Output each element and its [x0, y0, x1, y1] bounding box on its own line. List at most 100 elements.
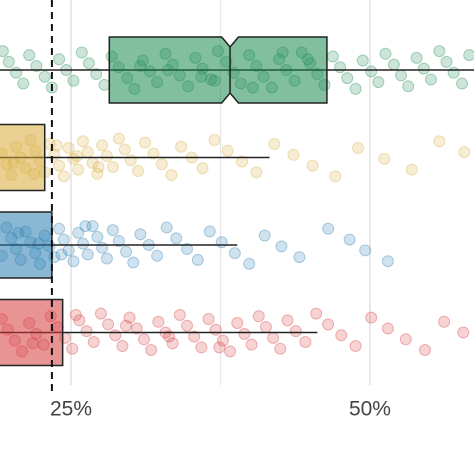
- data-point: [145, 344, 158, 357]
- data-point: [208, 133, 221, 146]
- data-point: [106, 224, 119, 237]
- x-tick-label: 50%: [349, 398, 391, 421]
- data-point: [381, 322, 394, 335]
- data-point: [53, 159, 66, 172]
- data-point: [155, 158, 168, 171]
- data-point: [62, 142, 75, 155]
- data-point: [86, 220, 99, 233]
- data-point: [91, 167, 104, 180]
- data-point: [259, 321, 272, 334]
- data-point: [90, 68, 103, 81]
- data-point: [147, 147, 160, 160]
- data-point: [203, 225, 216, 238]
- data-point: [76, 237, 89, 250]
- data-point: [100, 150, 113, 163]
- data-point: [274, 342, 287, 355]
- data-point: [112, 234, 125, 247]
- data-point: [231, 317, 244, 330]
- data-point: [120, 319, 133, 332]
- data-point: [438, 315, 451, 328]
- data-point: [91, 230, 104, 243]
- data-point: [365, 311, 378, 324]
- data-point: [202, 313, 215, 325]
- data-point: [293, 251, 306, 264]
- data-point: [67, 152, 80, 165]
- data-point: [181, 243, 194, 256]
- data-point: [173, 308, 186, 321]
- data-point: [243, 257, 256, 270]
- data-point: [433, 135, 446, 148]
- data-point: [418, 344, 431, 357]
- data-point: [195, 341, 208, 354]
- data-point: [134, 228, 147, 241]
- data-point: [96, 139, 109, 152]
- data-point: [379, 47, 392, 60]
- data-point: [82, 57, 95, 70]
- data-point: [109, 329, 122, 342]
- data-point: [191, 253, 204, 266]
- data-point: [67, 74, 80, 87]
- data-point: [399, 333, 412, 346]
- data-point: [395, 69, 408, 82]
- data-point: [372, 76, 385, 89]
- box: [108, 36, 328, 104]
- data-point: [127, 256, 140, 269]
- data-point: [310, 307, 323, 320]
- data-point: [196, 162, 209, 175]
- data-point: [100, 252, 113, 265]
- data-point: [289, 325, 302, 338]
- data-point: [112, 132, 125, 145]
- data-point: [124, 154, 137, 167]
- data-point: [67, 255, 80, 268]
- data-point: [131, 165, 144, 177]
- data-point: [433, 45, 446, 58]
- data-point: [440, 55, 453, 68]
- data-point: [245, 338, 258, 351]
- data-point: [224, 345, 237, 358]
- data-point: [30, 59, 43, 72]
- data-point: [152, 315, 165, 328]
- data-point: [55, 248, 68, 261]
- data-point: [80, 325, 93, 338]
- data-point: [236, 155, 249, 168]
- data-point: [356, 54, 369, 67]
- data-point: [281, 314, 294, 327]
- data-point: [216, 334, 229, 347]
- data-point: [72, 163, 85, 176]
- box: [0, 211, 53, 279]
- data-point: [175, 140, 188, 153]
- data-point: [417, 62, 430, 75]
- data-point: [53, 222, 66, 235]
- data-point: [10, 66, 23, 79]
- data-point: [170, 232, 183, 245]
- data-point: [120, 245, 133, 258]
- data-point: [151, 249, 164, 262]
- box: [0, 123, 46, 192]
- data-point: [102, 318, 115, 331]
- data-point: [410, 51, 423, 64]
- data-point: [57, 170, 70, 183]
- data-point: [326, 50, 339, 63]
- data-point: [322, 222, 335, 235]
- data-point: [79, 220, 92, 233]
- data-point: [116, 340, 129, 352]
- data-point: [359, 244, 372, 257]
- data-point: [106, 160, 119, 173]
- data-point: [252, 310, 265, 323]
- data-point: [96, 241, 109, 254]
- data-point: [38, 70, 51, 83]
- data-point: [299, 335, 312, 348]
- data-point: [424, 73, 437, 86]
- data-point: [130, 322, 143, 335]
- data-point: [66, 342, 79, 355]
- box: [0, 298, 64, 367]
- data-point: [23, 49, 36, 62]
- data-point: [447, 66, 460, 79]
- data-point: [334, 61, 347, 74]
- data-point: [87, 335, 100, 348]
- data-point: [75, 46, 88, 59]
- data-point: [181, 319, 194, 332]
- x-tick-label: 25%: [50, 398, 92, 421]
- data-point: [17, 77, 30, 90]
- data-point: [57, 233, 70, 246]
